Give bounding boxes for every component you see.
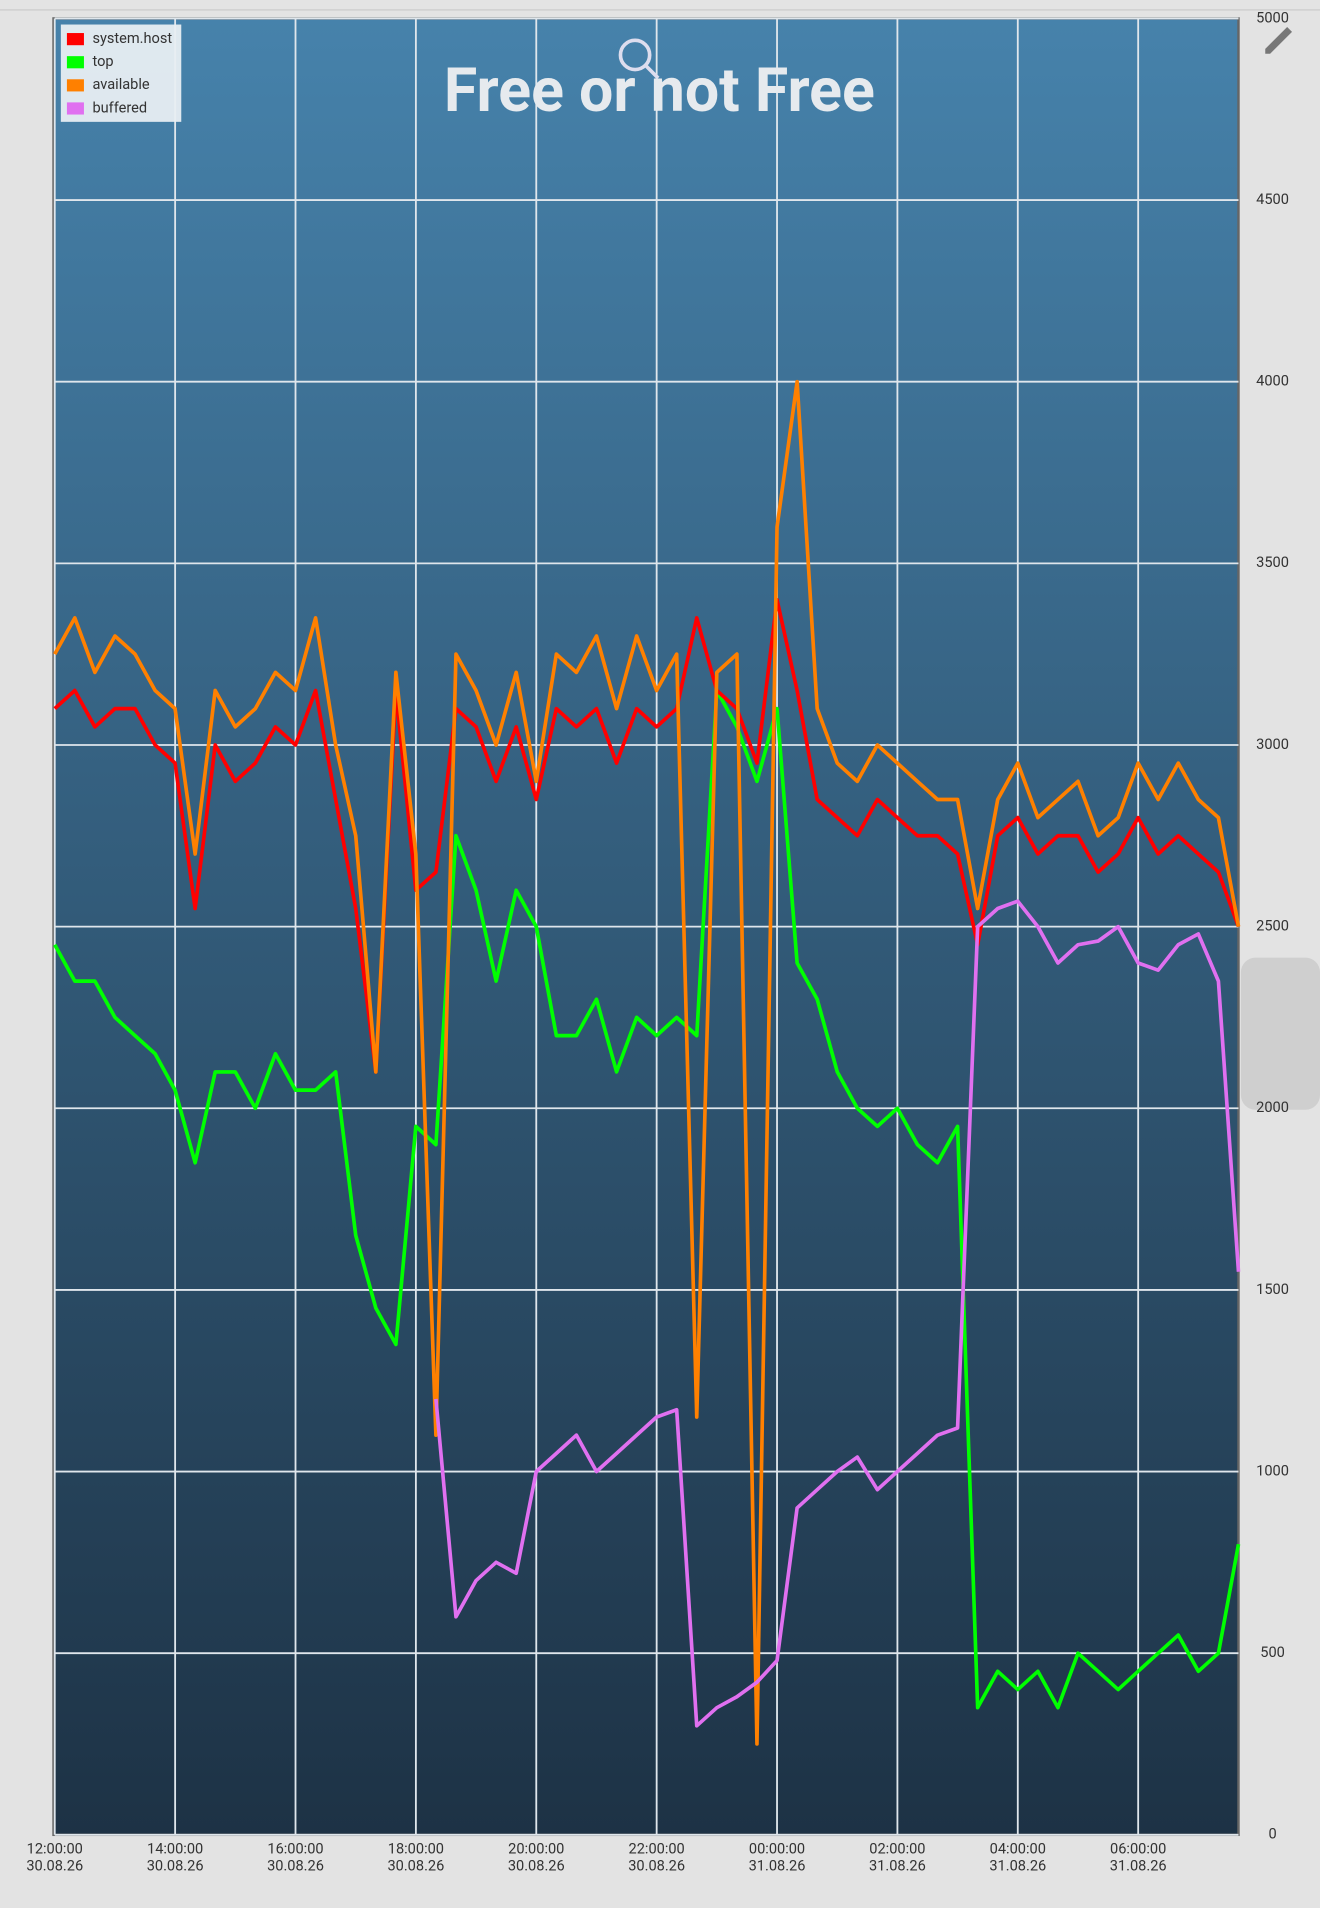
y-tick-label: 2500 bbox=[1256, 916, 1289, 934]
series-line bbox=[53, 597, 1241, 1074]
zoom-icon[interactable] bbox=[618, 38, 660, 80]
y-tick-label: 4000 bbox=[1256, 372, 1289, 390]
x-tick-label: 22:00:00 bbox=[629, 1839, 685, 1857]
series-line bbox=[53, 688, 1241, 1710]
x-tick-label: 20:00:00 bbox=[508, 1839, 564, 1857]
series-line bbox=[53, 379, 1241, 1746]
x-tick-label: 06:00:00 bbox=[1110, 1839, 1166, 1857]
x-tick-label: 30.08.26 bbox=[26, 1856, 83, 1874]
y-tick-label: 5000 bbox=[1256, 8, 1289, 26]
x-tick-label: 31.08.26 bbox=[749, 1856, 806, 1874]
y-tick-label: 1000 bbox=[1256, 1461, 1289, 1479]
y-tick-label: 3000 bbox=[1256, 735, 1289, 753]
x-tick-label: 30.08.26 bbox=[147, 1856, 204, 1874]
legend-label: system.host bbox=[92, 29, 172, 47]
x-tick-label: 30.08.26 bbox=[508, 1856, 565, 1874]
y-tick-label: 2000 bbox=[1256, 1098, 1289, 1116]
x-tick-label: 30.08.26 bbox=[267, 1856, 324, 1874]
x-tick-label: 31.08.26 bbox=[989, 1856, 1046, 1874]
legend-swatch bbox=[66, 102, 84, 115]
legend-swatch bbox=[66, 79, 84, 92]
x-tick-label: 14:00:00 bbox=[147, 1839, 203, 1857]
edit-icon[interactable] bbox=[1265, 26, 1293, 54]
side-tab[interactable] bbox=[1240, 957, 1320, 1110]
x-tick-label: 30.08.26 bbox=[387, 1856, 444, 1874]
x-tick-label: 00:00:00 bbox=[749, 1839, 805, 1857]
legend-swatch bbox=[66, 56, 84, 69]
y-tick-label: 0 bbox=[1268, 1825, 1276, 1843]
x-tick-label: 31.08.26 bbox=[1110, 1856, 1167, 1874]
y-tick-label: 3500 bbox=[1256, 553, 1289, 571]
x-tick-label: 02:00:00 bbox=[869, 1839, 925, 1857]
legend-swatch bbox=[66, 33, 84, 46]
x-tick-label: 04:00:00 bbox=[990, 1839, 1046, 1857]
legend-label: buffered bbox=[92, 98, 147, 116]
x-tick-label: 16:00:00 bbox=[267, 1839, 323, 1857]
chart-title: Free or not Free bbox=[444, 55, 875, 126]
series-line bbox=[434, 899, 1241, 1728]
x-tick-label: 18:00:00 bbox=[388, 1839, 444, 1857]
x-tick-label: 30.08.26 bbox=[628, 1856, 685, 1874]
legend-label: available bbox=[92, 75, 149, 93]
x-tick-label: 31.08.26 bbox=[869, 1856, 926, 1874]
y-tick-label: 500 bbox=[1260, 1643, 1285, 1661]
y-tick-label: 1500 bbox=[1256, 1280, 1289, 1298]
x-tick-label: 12:00:00 bbox=[27, 1839, 83, 1857]
y-tick-label: 4500 bbox=[1256, 190, 1289, 208]
legend-label: top bbox=[92, 52, 113, 70]
